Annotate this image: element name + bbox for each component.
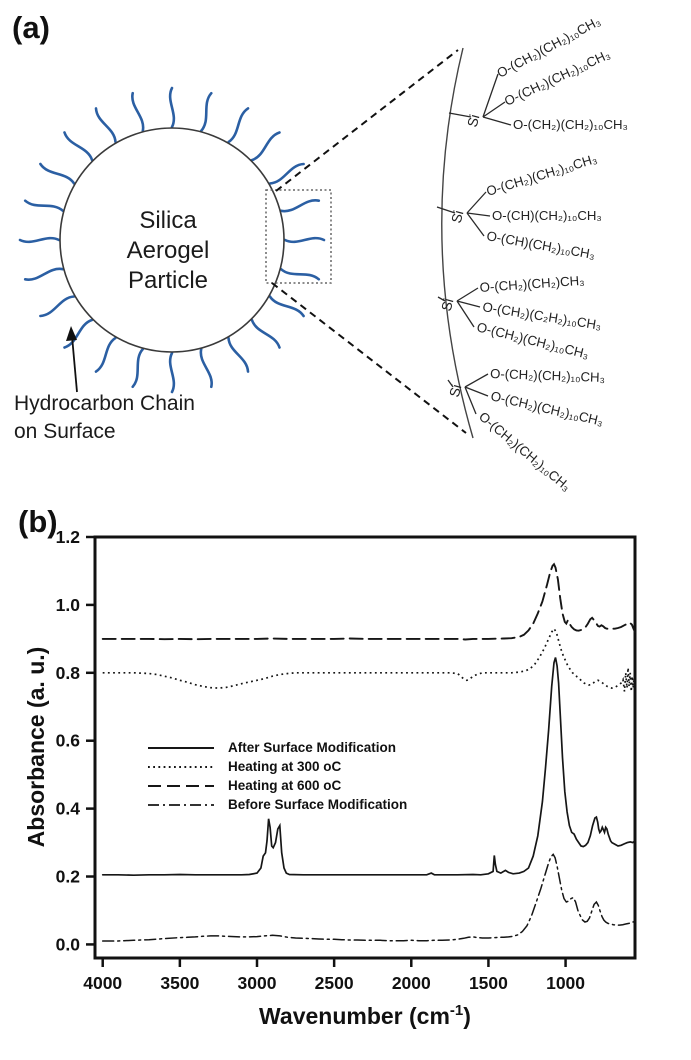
panel-label-b: (b) xyxy=(18,504,58,539)
y-tick-label: 1.0 xyxy=(56,595,81,615)
hydrocarbon-chain xyxy=(268,162,305,185)
spectrum-curve-dotted xyxy=(102,627,636,692)
x-tick-label: 1000 xyxy=(546,973,585,993)
hydrocarbon-chain xyxy=(168,86,176,129)
hydrocarbon-chain xyxy=(268,295,305,318)
hydrocarbon-chain xyxy=(131,347,145,389)
annotation-arrow xyxy=(66,326,78,393)
legend-label: After Surface Modification xyxy=(228,740,396,755)
annotation-line1: Hydrocarbon Chain xyxy=(14,392,195,415)
si-atom-label: Si xyxy=(438,297,457,313)
hydrocarbon-chain xyxy=(94,107,117,144)
hydrocarbon-chain xyxy=(250,131,281,162)
ftir-spectra-chart: 4000 3500 3000 2500 2000 1500 1000 0.0 0.2 0.4 0.6… xyxy=(23,527,637,1029)
zoom-region-box xyxy=(265,189,332,284)
legend-label: Before Surface Modification xyxy=(228,797,407,812)
legend-label: Heating at 600 oC xyxy=(228,778,342,793)
x-tick-label: 1500 xyxy=(469,973,508,993)
y-tick-label: 1.2 xyxy=(56,527,81,547)
spectrum-curve-dashed xyxy=(101,562,636,641)
plot-border xyxy=(93,535,637,960)
si-group-3: SiO-(CH₂)(CH₂)CH₃O-(CH₂)(C₂H₂)₁₀CH₃O-(CH… xyxy=(437,273,602,362)
hydrocarbon-chain xyxy=(18,236,61,244)
legend-label: Heating at 300 oC xyxy=(228,759,342,774)
x-tick-label: 3500 xyxy=(160,973,199,993)
y-tick-label: 0.4 xyxy=(56,799,81,819)
hydrocarbon-chain xyxy=(199,347,213,389)
zoom-cone-line-top xyxy=(275,49,459,192)
alkoxy-chain-formula: O-(CH₂)(CH₂)₁₀CH₃ xyxy=(513,117,628,132)
si-group-2: Si O-(CH₂)(CH₂)₁₀CH₃ O-(CH)(CH₂)₁₀CH₃ O-(CH… xyxy=(436,151,602,262)
spectrum-curve-solid xyxy=(101,657,636,877)
particle-label-line2: Aerogel xyxy=(127,237,210,264)
hydrocarbon-chain xyxy=(39,162,76,185)
alkoxy-chain-formula: O-(CH₂)(CH₂)CH₃ xyxy=(479,273,585,295)
x-axis-label: Wavenumber (cm-1) xyxy=(259,1002,471,1029)
x-tick-label: 2000 xyxy=(392,973,431,993)
hydrocarbon-chain xyxy=(168,351,176,394)
surface-silane-groups: SiO-(CH₂)(CH₂)₁₀CH₃O-(CH₂)(CH₂)₁₀CH₃O-(C… xyxy=(436,13,628,492)
hydrocarbon-chain xyxy=(63,318,94,349)
x-tick-label: 3000 xyxy=(238,973,277,993)
hydrocarbon-chain xyxy=(279,267,321,281)
alkoxy-chain-formula: O-(CH₂)(CH₂)₁₀CH₃ xyxy=(476,409,574,492)
x-tick-label: 4000 xyxy=(83,973,122,993)
si-atom-label: Si xyxy=(464,113,483,129)
si-group-1: SiO-(CH₂)(CH₂)₁₀CH₃O-(CH₂)(CH₂)₁₀CH₃O-(C… xyxy=(448,13,628,132)
hydrocarbon-chain xyxy=(250,318,281,349)
y-tick-label: 0.2 xyxy=(56,867,81,887)
particle-label-line3: Particle xyxy=(128,267,208,294)
hydrocarbon-chains xyxy=(18,86,326,394)
zoom-cone-line-bottom xyxy=(271,282,467,434)
alkoxy-chain-formula: O-(CH₂)(CH₂)₁₀CH₃ xyxy=(489,388,604,428)
panel-b-figure: (b) 4000 3500 3000 2500 2000 1500 1000 0.0 0.2 0.… xyxy=(18,504,637,1029)
alkoxy-chain-formula: O-(CH₂)(CH₂)₁₀CH₃ xyxy=(484,151,598,199)
hydrocarbon-chain xyxy=(94,336,117,373)
hydrocarbon-chain xyxy=(63,131,94,162)
hydrocarbon-chain xyxy=(227,107,250,144)
y-tick-label: 0.0 xyxy=(56,934,81,954)
panel-label-a: (a) xyxy=(12,10,50,45)
annotation-line2: on Surface xyxy=(14,420,116,443)
silica-particle-circle xyxy=(59,127,285,353)
si-atom-label: Si xyxy=(446,383,465,399)
y-axis-label: Absorbance (a. u.) xyxy=(23,647,49,848)
particle-label-line1: Silica xyxy=(139,207,197,234)
alkoxy-chain-formula: O-(CH)(CH₂)₁₀CH₃ xyxy=(492,208,602,223)
alkoxy-chain-formula: O-(CH₂)(CH₂)₁₀CH₃ xyxy=(490,366,605,385)
panel-a-figure: (a) Silica Aerogel Particle Si O-(CH₂)(CH… xyxy=(12,10,628,492)
hydrocarbon-chain xyxy=(23,267,65,281)
spectrum-curve-dashdot xyxy=(101,853,636,942)
hydrocarbon-chain xyxy=(23,199,65,213)
hydrocarbon-chain xyxy=(227,336,250,373)
x-tick-label: 2500 xyxy=(315,973,354,993)
hydrocarbon-chain xyxy=(199,91,213,133)
hydrocarbon-chain xyxy=(39,295,76,318)
y-tick-label: 0.6 xyxy=(56,731,81,751)
hydrocarbon-chain xyxy=(131,91,145,133)
alkoxy-chain-formula: O-(CH)(CH₂)₁₀CH₃ xyxy=(485,228,596,262)
y-tick-label: 0.8 xyxy=(56,663,81,683)
hydrocarbon-chain xyxy=(279,199,321,213)
magnified-surface-arc xyxy=(441,47,474,439)
si-atom-label: Si xyxy=(448,209,467,225)
hydrocarbon-chain xyxy=(283,236,326,244)
